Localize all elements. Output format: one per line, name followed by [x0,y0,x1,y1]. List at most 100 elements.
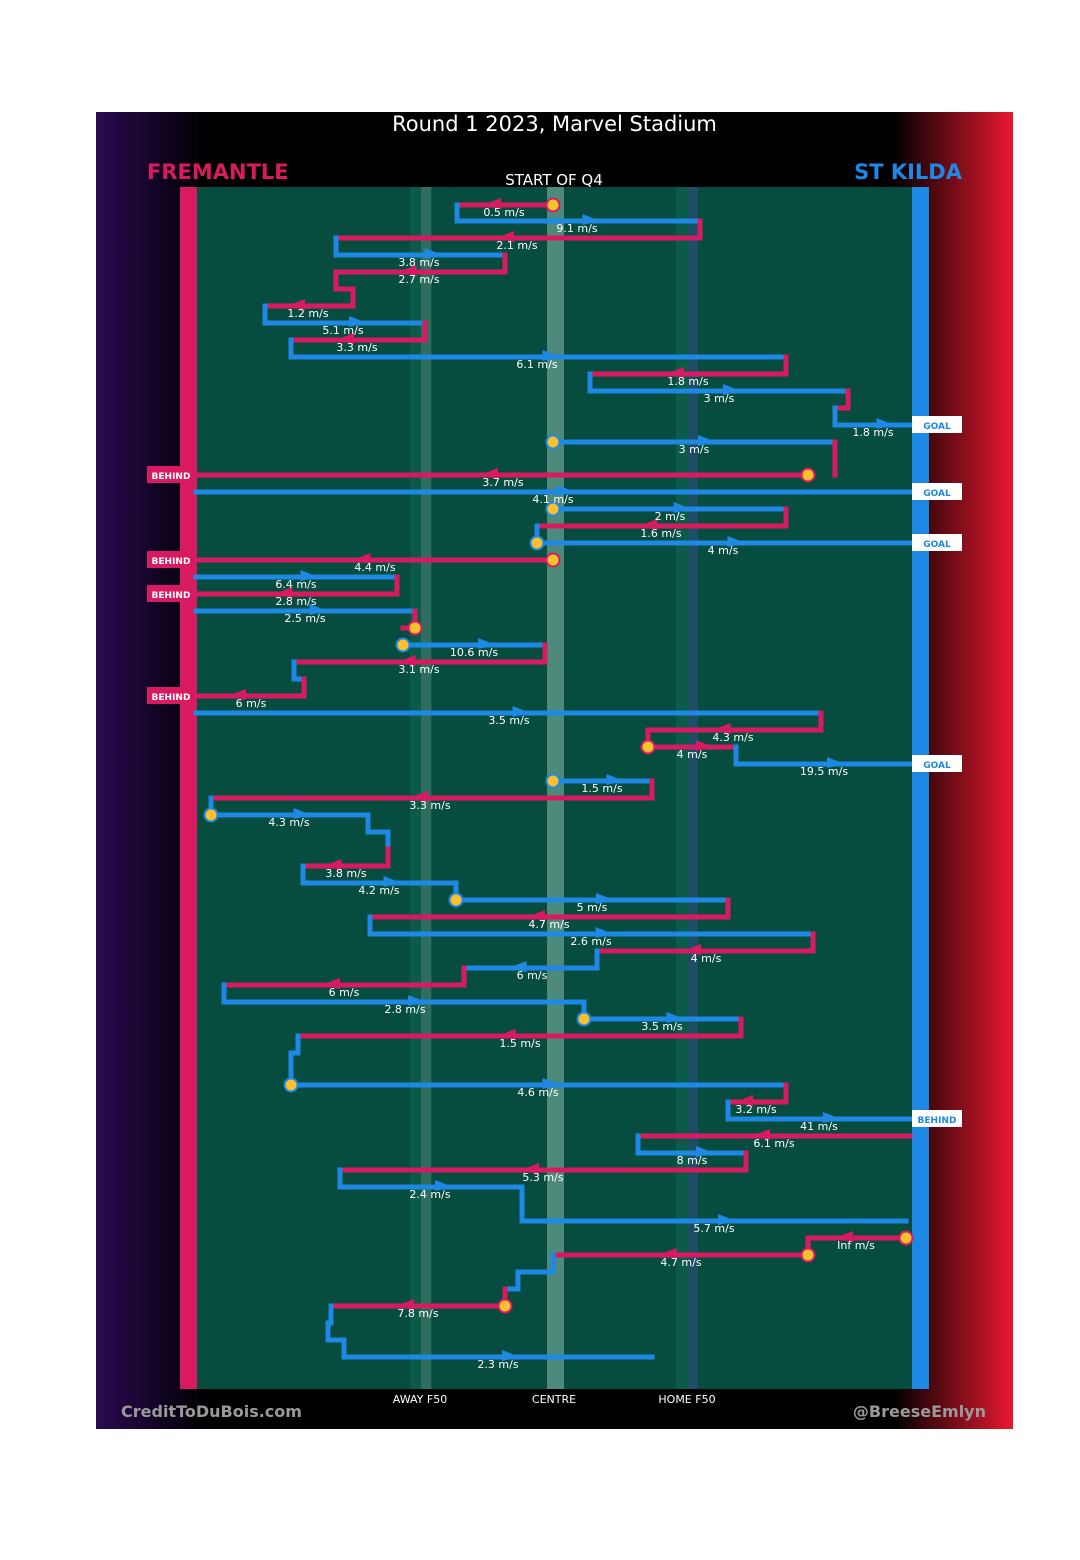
speed-label: 2.7 m/s [398,273,439,286]
direction-arrow [323,859,342,870]
direction-arrow [557,485,575,496]
speed-label: 4.6 m/s [517,1086,558,1099]
speed-label: 4 m/s [677,748,708,761]
speed-label: 19.5 m/s [800,765,848,778]
speed-label: 5.7 m/s [693,1222,734,1235]
direction-arrow [521,1163,539,1174]
speed-label: 4.4 m/s [354,561,395,574]
speed-label: 2.8 m/s [384,1003,425,1016]
speed-label: 1.6 m/s [640,527,681,540]
result-badge-bg [912,416,962,433]
speed-label: 4 m/s [708,544,739,557]
direction-arrow [409,791,428,802]
speed-label: 0.5 m/s [483,206,524,219]
speed-label: 6.1 m/s [516,358,557,371]
result-badge: BEHIND [918,1116,957,1126]
result-badge-bg [147,466,195,483]
speed-label: 4.7 m/s [528,918,569,931]
direction-arrow [876,418,895,429]
speed-label: 8 m/s [677,1154,708,1167]
credit-left: CreditToDuBois.com [121,1402,302,1421]
direction-arrow [639,519,658,530]
direction-arrow [496,231,514,242]
speed-label: 4.3 m/s [268,816,309,829]
away-f50-line [421,187,431,1389]
direction-arrow [723,384,741,395]
direction-arrow [502,1350,520,1361]
speed-label: 9.1 m/s [556,222,597,235]
speed-label: 4.2 m/s [358,884,399,897]
result-badge-bg [147,585,195,602]
zone-label-away-f50: AWAY F50 [392,1393,448,1406]
direction-arrow [696,740,714,751]
direction-arrow [735,1095,753,1106]
direction-arrow [712,723,731,734]
result-badge-bg [912,534,962,551]
direction-arrow [512,706,531,717]
stoppage-marker [545,501,561,517]
direction-arrow [480,468,498,479]
speed-label: 10.6 m/s [450,646,498,659]
stoppage-marker [497,1298,513,1314]
speed-label: 5.1 m/s [322,324,363,337]
speed-label: 2.8 m/s [275,595,316,608]
speed-label: 3.2 m/s [735,1103,776,1116]
stoppage-marker [529,535,545,551]
speed-label: 2.5 m/s [284,612,325,625]
result-badge: BEHIND [152,591,191,601]
speed-label: 2 m/s [655,510,686,523]
direction-arrow [683,944,701,955]
result-badge: BEHIND [152,693,191,703]
speed-label: Inf m/s [837,1239,875,1252]
direction-arrow [752,1129,770,1140]
stoppage-marker [800,467,816,483]
fremantle-goal-line [180,187,197,1389]
direction-arrow [542,350,561,361]
direction-arrow [322,978,340,989]
speed-label: 3 m/s [679,443,710,456]
result-badge-bg [912,483,962,500]
stoppage-marker [576,1011,592,1027]
stoppage-marker [407,620,423,636]
zone-label-centre: CENTRE [531,1393,577,1406]
speed-label: 3.8 m/s [325,867,366,880]
direction-arrow [398,265,417,276]
direction-arrow [527,910,545,921]
direction-arrow [478,638,496,649]
speed-label: 2.4 m/s [409,1188,450,1201]
period-label: START OF Q4 [505,171,603,189]
direction-arrow [823,1112,841,1123]
home-team-label: FREMANTLE [147,160,289,184]
st-kilda-goal-line [912,187,929,1389]
direction-arrow [718,1214,736,1225]
direction-arrow [827,757,845,768]
direction-arrow [352,553,371,564]
speed-label: 3.5 m/s [641,1020,682,1033]
speed-label: 2.6 m/s [570,935,611,948]
credit-right: @BreeseEmlyn [852,1402,986,1421]
result-badge: GOAL [923,489,951,499]
direction-arrow [336,333,354,344]
stoppage-marker [640,739,656,755]
direction-arrow [596,893,614,904]
direction-arrow [696,1146,714,1157]
direction-arrow [727,536,746,547]
direction-arrow [595,927,614,938]
stoppage-marker [203,807,219,823]
result-badges: GOAL BEHIND GOAL GOAL BEHIND BEHIND BEHIND GOAL… [147,416,962,1127]
result-badge: BEHIND [152,472,191,482]
result-badge-bg [912,1110,962,1127]
result-badge-bg [912,755,962,772]
direction-arrow [228,689,246,700]
result-badge: GOAL [923,761,951,771]
speed-label: 6.1 m/s [753,1137,794,1150]
speed-label: 1.5 m/s [581,782,622,795]
speed-label: 4 m/s [691,952,722,965]
direction-arrow [349,316,367,327]
direction-arrow [309,604,328,615]
speed-label: 5 m/s [577,901,608,914]
speed-label: 4.3 m/s [712,731,753,744]
direction-arrow [383,876,402,887]
speed-label: 5.3 m/s [522,1171,563,1184]
